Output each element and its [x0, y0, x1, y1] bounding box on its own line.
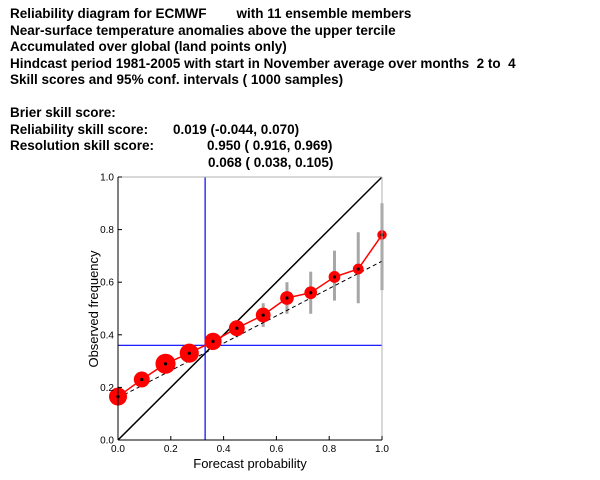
data-point-center — [211, 339, 215, 343]
y-tick-label: 1.0 — [100, 173, 114, 184]
x-tick-label: 0.8 — [322, 444, 336, 455]
variable-description: Near-surface temperature anomalies above… — [10, 22, 396, 38]
x-tick-label: 0.6 — [269, 444, 283, 455]
y-tick-label: 0.6 — [100, 278, 114, 289]
y-tick-label: 0.8 — [100, 225, 114, 236]
resolution-skill-score-label: Resolution skill score: — [10, 138, 155, 153]
reliability-skill-score: Reliability skill score: 0.950 ( 0.916, … — [10, 105, 595, 154]
data-point-center — [356, 267, 360, 271]
data-point-center — [261, 313, 265, 317]
resolution-skill-score: Resolution skill score: 0.068 ( 0.038, 0… — [10, 122, 595, 170]
y-tick-label: 0.0 — [100, 436, 114, 447]
x-tick-label: 0.4 — [217, 444, 231, 455]
chart-title: Reliability diagram for ECMWF with 11 en… — [10, 6, 412, 21]
x-tick-label: 0.0 — [111, 444, 125, 455]
data-point-center — [235, 326, 239, 330]
data-point-center — [163, 362, 168, 366]
data-point-center — [187, 351, 191, 355]
data-point-center — [332, 275, 337, 279]
x-tick-label: 0.2 — [164, 444, 178, 455]
skill-scores-heading: Skill scores and 95% conf. intervals ( 1… — [10, 72, 344, 87]
perfect-reliability-line — [117, 176, 383, 441]
y-tick-label: 0.4 — [100, 330, 114, 341]
reliability-curve — [117, 234, 383, 398]
brier-skill-score: Brier skill score: 0.019 (-0.044, 0.070) — [10, 89, 595, 137]
data-point-center — [140, 377, 144, 382]
y-axis-label: Observed frequency — [86, 250, 101, 368]
brier-skill-score-value: 0.019 (-0.044, 0.070) — [173, 121, 300, 137]
data-point-center — [309, 291, 313, 295]
region-description: Accumulated over global (land points onl… — [10, 39, 287, 54]
chart-header: Reliability diagram for ECMWF with 11 en… — [10, 6, 595, 170]
resolution-skill-score-value: 0.068 ( 0.038, 0.105) — [208, 154, 334, 170]
reliability-skill-score-label: Reliability skill score: — [10, 121, 149, 137]
data-point-center — [285, 296, 289, 300]
x-axis-label: Forecast probability — [193, 456, 307, 471]
x-tick-label: 1.0 — [375, 444, 389, 455]
reliability-skill-score-value: 0.950 ( 0.916, 0.969) — [207, 138, 333, 153]
regression-fit-line — [117, 260, 383, 399]
hindcast-description: Hindcast period 1981-2005 with start in … — [10, 55, 516, 71]
y-tick-label: 0.2 — [100, 383, 114, 394]
brier-skill-score-label: Brier skill score: — [10, 105, 116, 120]
